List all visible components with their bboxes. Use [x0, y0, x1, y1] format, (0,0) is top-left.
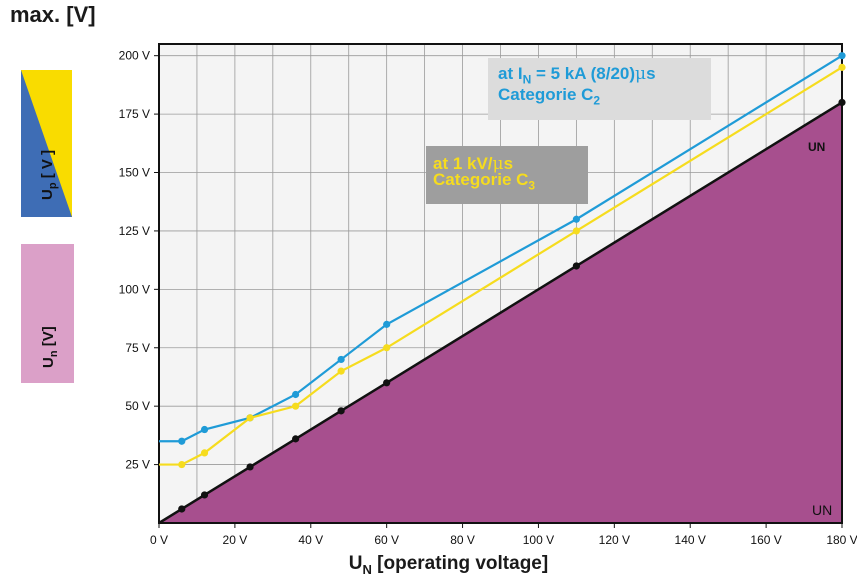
series-c3-point: [246, 414, 253, 421]
x-tick-label: 140 V: [675, 533, 706, 547]
y-tick-label: 50 V: [125, 399, 150, 413]
x-tick-label: 180 V: [826, 533, 857, 547]
y-tick-label: 100 V: [119, 282, 150, 296]
series-un-point: [201, 491, 208, 498]
series-c2-point: [338, 356, 345, 363]
series-c2-point: [292, 391, 299, 398]
series-un-point: [838, 99, 845, 106]
x-tick-label: 0 V: [150, 533, 168, 547]
series-c3-point: [178, 461, 185, 468]
series-c2-point: [201, 426, 208, 433]
y-tick-label: 150 V: [119, 166, 150, 180]
x-tick-label: 40 V: [298, 533, 323, 547]
x-tick-label: 60 V: [374, 533, 399, 547]
series-c3-point: [201, 449, 208, 456]
series-c2-point: [383, 321, 390, 328]
un-bottom-label: UN: [812, 502, 832, 518]
x-axis-label: UN [operating voltage]: [0, 553, 857, 577]
y-tick-label: 175 V: [119, 107, 150, 121]
series-un-point: [246, 463, 253, 470]
series-c3-point: [383, 344, 390, 351]
y-tick-label: 25 V: [125, 458, 150, 472]
series-un-point: [292, 435, 299, 442]
series-c3-point: [573, 227, 580, 234]
series-c3-point: [292, 403, 299, 410]
x-tick-label: 80 V: [450, 533, 475, 547]
series-c3-point: [338, 368, 345, 375]
x-tick-label: 160 V: [750, 533, 781, 547]
series-c3-point: [838, 64, 845, 71]
c3-annotation-text: at 1 kV/μs Categorie C3: [433, 156, 535, 193]
y-tick-label: 75 V: [125, 341, 150, 355]
series-un-point: [338, 407, 345, 414]
series-c2-point: [838, 52, 845, 59]
x-tick-label: 20 V: [223, 533, 248, 547]
series-un-point: [178, 505, 185, 512]
series-un-point: [383, 379, 390, 386]
c2-annotation-text: at IN = 5 kA (8/20)μs Categorie C2: [498, 66, 656, 109]
series-c2-point: [573, 216, 580, 223]
x-tick-label: 100 V: [523, 533, 554, 547]
series-un-point: [573, 262, 580, 269]
un-top-label: UN: [808, 139, 825, 155]
y-tick-label: 200 V: [119, 49, 150, 63]
x-tick-label: 120 V: [599, 533, 630, 547]
y-tick-label: 125 V: [119, 224, 150, 238]
series-c2-point: [178, 438, 185, 445]
